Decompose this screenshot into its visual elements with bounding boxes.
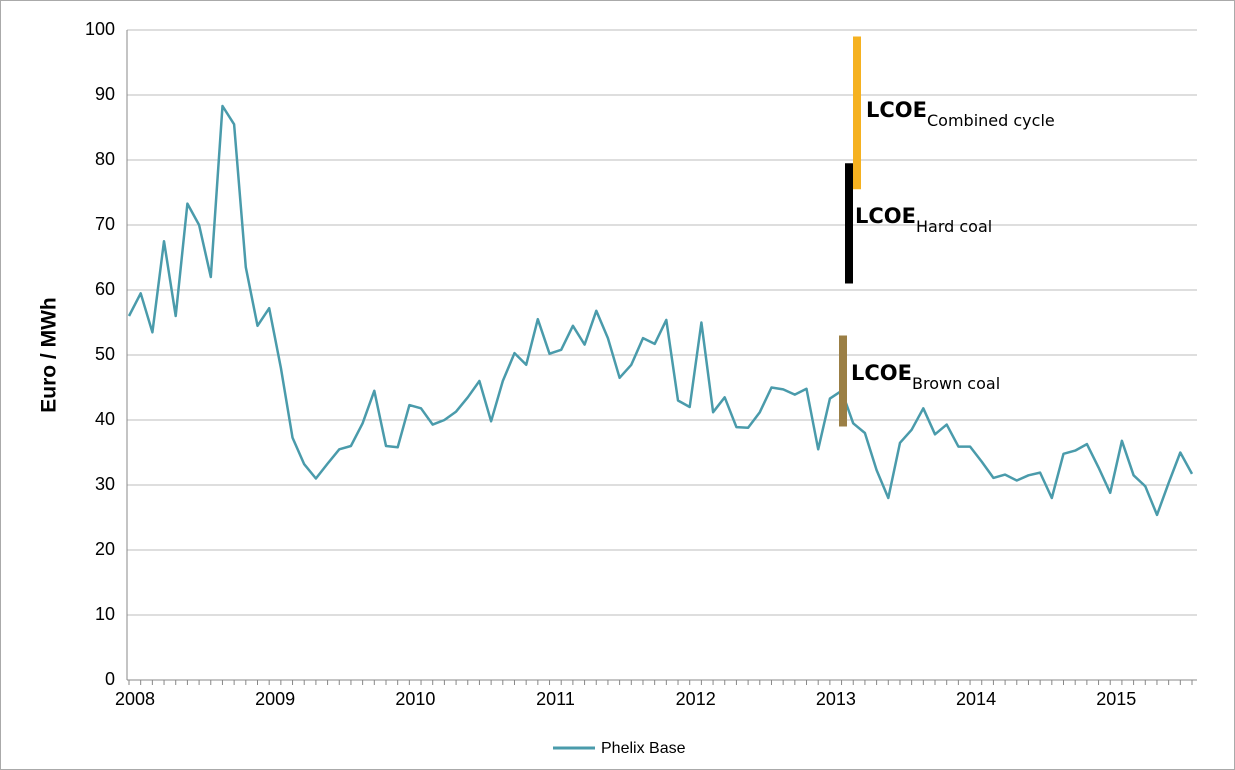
lcoe-label: LCOEHard coal: [855, 204, 992, 236]
x-tick-label: 2013: [816, 689, 856, 709]
lcoe-subscript: Combined cycle: [927, 111, 1055, 130]
y-tick-label: 40: [95, 409, 115, 429]
y-tick-label: 100: [85, 19, 115, 39]
lcoe-subscript: Brown coal: [912, 374, 1000, 393]
x-tick-label: 2010: [395, 689, 435, 709]
line-series: [127, 104, 1194, 517]
y-tick-label: 90: [95, 84, 115, 104]
lcoe-subscript: Hard coal: [916, 217, 992, 236]
y-tick-label: 80: [95, 149, 115, 169]
lcoe-main: LCOE: [851, 361, 912, 385]
y-tick-label: 20: [95, 539, 115, 559]
y-tick-label: 70: [95, 214, 115, 234]
lcoe-label: LCOEBrown coal: [851, 361, 1000, 393]
x-tick-label: 2011: [536, 689, 575, 709]
x-tick-label: 2009: [255, 689, 295, 709]
legend-label: Phelix Base: [601, 740, 686, 757]
lcoe-main: LCOE: [855, 204, 916, 228]
y-tick-label: 10: [95, 604, 115, 624]
y-tick-label: 60: [95, 279, 115, 299]
x-tick-label: 2015: [1096, 689, 1136, 709]
lcoe-main: LCOE: [866, 98, 927, 122]
y-tick-label: 50: [95, 344, 115, 364]
y-tick-label: 30: [95, 474, 115, 494]
x-tick-label: 2012: [676, 689, 716, 709]
x-tick-label: 2008: [115, 689, 155, 709]
y-axis-title: Euro / MWh: [38, 297, 61, 412]
y-tick-label: 0: [105, 669, 115, 689]
lcoe-label: LCOECombined cycle: [866, 98, 1055, 130]
x-tick-label: 2014: [956, 689, 996, 709]
